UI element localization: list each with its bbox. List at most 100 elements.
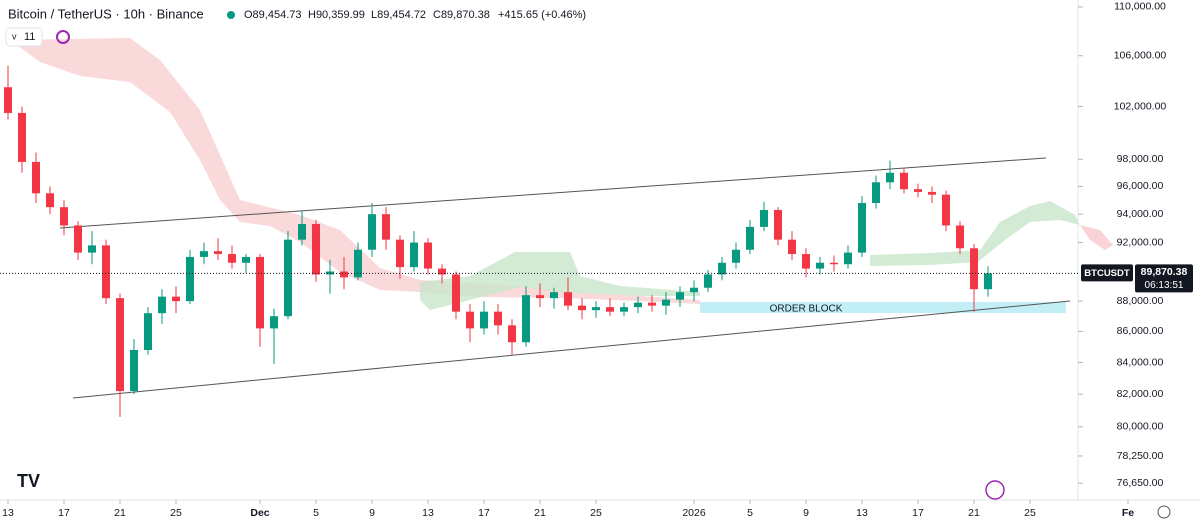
y-tick-label: 106,000.00 (1114, 50, 1167, 62)
ohlc-high: H90,359.99 (308, 9, 365, 21)
candle-body (605, 307, 614, 312)
y-tick-label: 102,000.00 (1114, 100, 1167, 112)
candle-body (339, 271, 348, 278)
symbol: Bitcoin / TetherUS · 10h · Binance (8, 6, 204, 21)
x-tick-label: 25 (590, 507, 602, 519)
candle-body (507, 325, 516, 343)
x-tick-label: 9 (369, 507, 375, 519)
candle-body (409, 242, 418, 268)
candle-body (941, 194, 950, 226)
candle-body (423, 242, 432, 269)
trendline (59, 157, 1047, 229)
indicator-toggle[interactable] (5, 27, 43, 47)
y-tick-label: 94,000.00 (1117, 208, 1164, 220)
candle-body (297, 224, 306, 240)
cloud-bearish (1080, 225, 1113, 250)
x-tick-label: 21 (534, 507, 546, 519)
cloud-bearish (10, 38, 700, 304)
candle-body (661, 299, 670, 306)
x-tick-label: 21 (968, 507, 980, 519)
candle-body (899, 172, 908, 190)
y-tick-label: 76,650.00 (1117, 477, 1164, 489)
candle-body (591, 307, 600, 311)
cloud-bullish (420, 252, 700, 310)
ticker: BTCUSDT (1084, 268, 1130, 279)
candle-body (745, 226, 754, 250)
y-tick-label: 92,000.00 (1117, 236, 1164, 248)
x-tick-label: 5 (747, 507, 753, 519)
candle-body (969, 248, 978, 290)
candle-body (87, 245, 96, 253)
x-tick-label: 17 (478, 507, 490, 519)
flash-icon[interactable] (985, 480, 1005, 500)
y-tick-label: 110,000.00 (1114, 1, 1166, 13)
candle-body (143, 313, 152, 350)
candle-body (955, 225, 964, 249)
x-tick-label: 13 (2, 507, 14, 519)
price-tag (1135, 264, 1193, 293)
candle-body (619, 307, 628, 312)
candle-body (213, 251, 222, 255)
trendline (72, 300, 1071, 399)
candle-body (521, 295, 530, 343)
candle-body (913, 189, 922, 192)
y-tick-label: 96,000.00 (1117, 180, 1164, 192)
candle-body (325, 271, 334, 275)
ohlc-open: O89,454.73 (244, 9, 302, 21)
ohlc-close: C89,870.38 (433, 9, 490, 21)
candle-body (311, 224, 320, 275)
x-tick-label: 9 (803, 507, 809, 519)
candle-body (73, 225, 82, 253)
candle-body (283, 239, 292, 317)
candle-body (885, 172, 894, 183)
candle-body (563, 292, 572, 306)
x-tick-label: 13 (856, 507, 868, 519)
settings-icon[interactable] (1157, 505, 1171, 519)
candle-body (45, 193, 54, 208)
candle-body (381, 214, 390, 240)
candle-body (983, 273, 992, 290)
last-price-label: 89,870.38 (1141, 266, 1188, 278)
candle-body (3, 87, 12, 113)
candle-body (395, 239, 404, 268)
y-tick-label: 86,000.00 (1117, 325, 1164, 337)
candle-body (479, 311, 488, 329)
candle-body (129, 349, 138, 392)
candle-body (843, 252, 852, 265)
candle-body (101, 245, 110, 299)
candle-body (857, 203, 866, 253)
candle-body (185, 256, 194, 302)
y-tick-label: 82,000.00 (1117, 388, 1164, 400)
candle-body (773, 209, 782, 240)
candle-body (269, 316, 278, 329)
candle-body (815, 262, 824, 269)
candle-body (647, 302, 656, 306)
y-tick-label: 88,000.00 (1117, 295, 1164, 307)
status-dot (227, 11, 235, 19)
x-tick-label: 17 (58, 507, 70, 519)
candle-body (493, 311, 502, 326)
candle-body (703, 274, 712, 288)
candle-body (829, 262, 838, 265)
y-tick-label: 78,250.00 (1117, 450, 1164, 462)
change: +415.65 (+0.46%) (498, 9, 586, 21)
candle-body (801, 254, 810, 269)
candle-body (927, 191, 936, 195)
candle-body (465, 311, 474, 329)
countdown: 06:13:51 (1145, 280, 1184, 291)
x-tick-label: 25 (1024, 507, 1036, 519)
candle-body (171, 296, 180, 302)
y-tick-label: 80,000.00 (1117, 421, 1164, 433)
indicator-icon[interactable] (56, 30, 70, 44)
ticker-tag (1081, 264, 1133, 282)
candle-body (59, 207, 68, 226)
candle-body (437, 268, 446, 275)
indicator-count: 11 (24, 31, 35, 43)
candle-body (199, 251, 208, 257)
candle-body (549, 292, 558, 299)
candle-body (577, 305, 586, 311)
candle-body (689, 287, 698, 293)
candle-body (367, 214, 376, 250)
candle-body (31, 161, 40, 194)
